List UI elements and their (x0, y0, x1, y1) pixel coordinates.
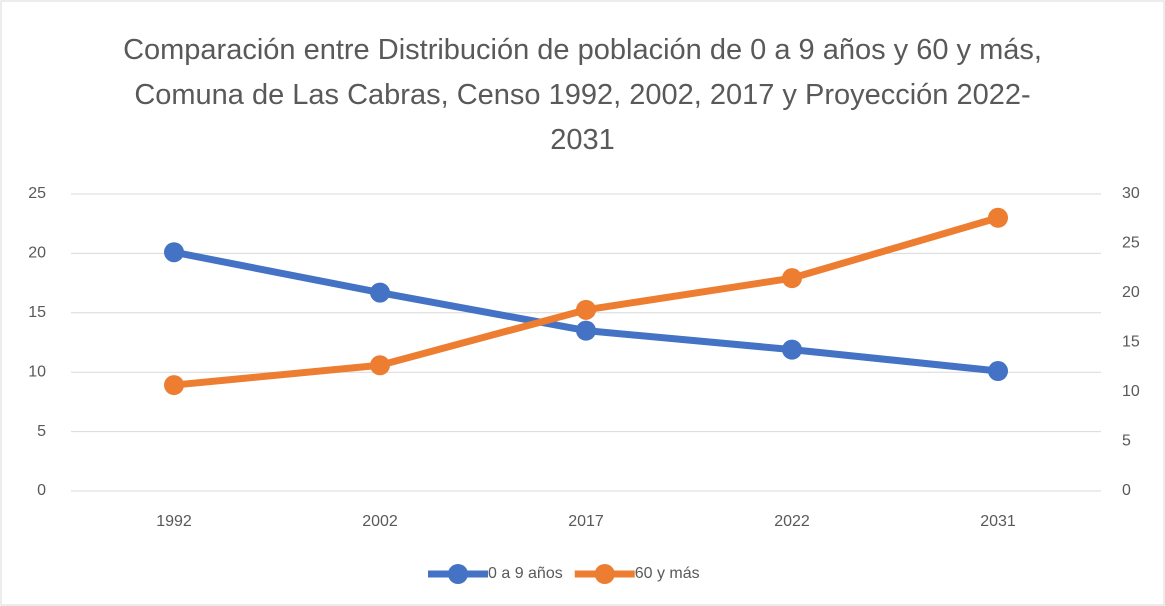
data-point (164, 375, 184, 396)
data-point (576, 299, 596, 320)
y2-tick-label: 25 (1122, 235, 1140, 252)
legend-marker (448, 564, 468, 584)
x-tick-label: 2017 (568, 513, 604, 530)
y-tick-label: 25 (28, 185, 46, 202)
data-point (370, 355, 390, 376)
data-point (988, 361, 1008, 382)
y-tick-label: 10 (28, 363, 46, 380)
x-tick-label: 2022 (774, 513, 810, 530)
data-point (370, 282, 390, 303)
chart-title: Comparación entre Distribución de poblac… (123, 34, 1042, 156)
legend-marker (594, 564, 615, 584)
y-tick-label: 20 (28, 245, 46, 262)
y2-tick-label: 10 (1122, 383, 1140, 400)
data-point (782, 268, 802, 289)
data-point (576, 320, 596, 341)
y2-tick-label: 15 (1122, 334, 1140, 351)
y2-tick-label: 30 (1122, 185, 1140, 202)
y-tick-label: 15 (28, 304, 46, 321)
x-tick-label: 1992 (156, 513, 192, 530)
x-tick-label: 2002 (362, 513, 398, 530)
legend-label: 0 a 9 años (488, 565, 563, 582)
data-point (988, 207, 1008, 228)
y2-tick-label: 0 (1122, 482, 1131, 499)
legend-label: 60 y más (635, 565, 700, 582)
y-tick-label: 5 (37, 423, 46, 440)
y-tick-label: 0 (37, 482, 46, 499)
y2-tick-label: 5 (1122, 433, 1131, 450)
data-point (782, 339, 802, 360)
data-point (164, 242, 184, 263)
x-tick-label: 2031 (980, 513, 1016, 530)
y2-tick-label: 20 (1122, 284, 1140, 301)
